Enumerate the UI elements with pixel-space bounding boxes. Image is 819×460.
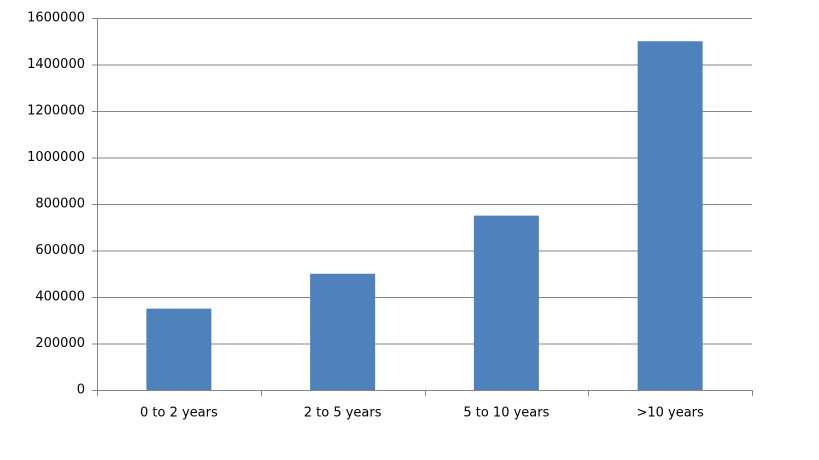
- bar: [310, 273, 376, 390]
- y-tick-label: 800000: [35, 197, 85, 212]
- y-tick-label: 1200000: [27, 104, 85, 119]
- bar: [637, 41, 703, 390]
- y-tick-label: 1600000: [27, 11, 85, 26]
- x-tick-label: 0 to 2 years: [140, 406, 218, 421]
- x-tick-label: 5 to 10 years: [463, 406, 549, 421]
- y-tick-label: 1400000: [27, 57, 85, 72]
- y-tick-label: 1000000: [27, 150, 85, 165]
- y-tick-label: 600000: [35, 243, 85, 258]
- x-tick-label: >10 years: [636, 406, 704, 421]
- y-tick-label: 400000: [35, 290, 85, 305]
- x-tick-label: 2 to 5 years: [304, 406, 382, 421]
- bar: [146, 308, 212, 390]
- bar: [473, 215, 539, 390]
- y-tick-label: 0: [77, 383, 85, 398]
- y-tick-label: 200000: [35, 336, 85, 351]
